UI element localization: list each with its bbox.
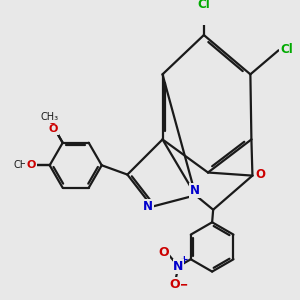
Text: O: O [48, 123, 57, 133]
Text: Cl: Cl [280, 43, 293, 56]
Text: +: + [180, 255, 189, 266]
Text: Cl: Cl [197, 0, 210, 11]
Text: O: O [27, 160, 36, 170]
Text: O: O [49, 124, 58, 134]
Text: N: N [143, 200, 153, 213]
Text: N: N [173, 260, 184, 273]
Text: CH₃: CH₃ [40, 112, 58, 122]
Text: O: O [170, 278, 181, 291]
Text: CH₃: CH₃ [14, 160, 32, 170]
Text: N: N [190, 184, 200, 197]
Text: CH₃: CH₃ [39, 113, 58, 123]
Text: O: O [255, 168, 265, 181]
Text: CH₃: CH₃ [12, 160, 30, 170]
Text: O: O [159, 246, 169, 259]
Text: O: O [26, 160, 35, 170]
Text: −: − [177, 277, 189, 291]
